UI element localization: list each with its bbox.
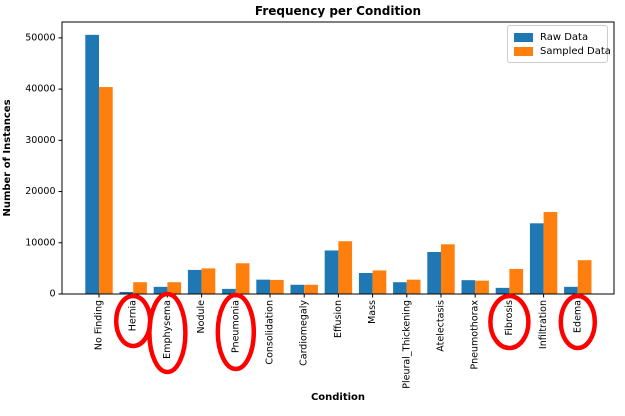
x-tick-label-consolidation: Consolidation (265, 300, 276, 365)
y-tick-label-50000: 50000 (25, 32, 55, 43)
x-tick-label-pleural-thickening: Pleural_Thickening (401, 300, 412, 389)
legend-swatch-raw-data (514, 32, 533, 42)
bar-raw-data-no-finding (85, 34, 99, 294)
bar-raw-data-edema (564, 286, 578, 294)
bar-raw-data-cardiomegaly (290, 284, 305, 294)
legend-swatch-sampled-data (514, 46, 533, 56)
bar-sampled-data-cardiomegaly (304, 284, 318, 294)
x-tick-label-no-finding: No Finding (94, 300, 105, 350)
x-tick-label-atelectasis: Atelectasis (436, 300, 447, 352)
x-tick-label-hernia: Hernia (128, 300, 139, 331)
legend-label-sampled-data: Sampled Data (540, 45, 611, 57)
bar-raw-data-nodule (187, 269, 202, 294)
bar-raw-data-emphysema (153, 286, 168, 294)
bar-raw-data-atelectasis (427, 251, 441, 294)
bar-sampled-data-mass (372, 270, 387, 294)
y-axis-label: Number of Instances (2, 99, 13, 217)
bar-raw-data-pneumonia (222, 288, 236, 294)
y-tick-label-10000: 10000 (25, 237, 55, 248)
bar-raw-data-infiltration (529, 223, 544, 294)
annotation-circle-pneumonia (215, 292, 257, 372)
chart-title: Frequency per Condition (254, 4, 422, 18)
x-tick-label-infiltration: Infiltration (538, 300, 549, 349)
y-tick-label-30000: 30000 (25, 135, 55, 146)
bar-sampled-data-consolidation (270, 279, 284, 294)
x-tick-label-emphysema: Emphysema (162, 300, 173, 359)
bar-sampled-data-edema (577, 260, 592, 294)
legend-item-sampled-data: Sampled Data (514, 44, 611, 58)
legend-item-raw-data: Raw Data (514, 30, 601, 44)
annotation-circle-edema (558, 293, 598, 351)
bar-sampled-data-no-finding (99, 87, 113, 294)
x-tick-label-cardiomegaly: Cardiomegaly (299, 300, 310, 366)
x-tick-label-pneumonia: Pneumonia (230, 300, 241, 353)
x-tick-label-fibrosis: Fibrosis (504, 300, 515, 336)
bar-sampled-data-pneumonia (235, 263, 250, 294)
annotation-circle-fibrosis (488, 293, 531, 351)
x-axis-label: Condition (310, 392, 366, 403)
legend-label-raw-data: Raw Data (540, 31, 589, 43)
bar-sampled-data-nodule (201, 268, 216, 294)
annotation-circle-emphysema (147, 291, 188, 375)
bar-raw-data-pneumothorax (461, 280, 476, 294)
bar-sampled-data-pleural-thickening (406, 279, 421, 294)
bar-raw-data-hernia (119, 291, 134, 294)
bar-sampled-data-pneumothorax (475, 280, 489, 294)
bar-sampled-data-fibrosis (509, 268, 524, 294)
bar-raw-data-consolidation (256, 279, 270, 294)
legend: Raw Data Sampled Data (507, 25, 611, 63)
bar-sampled-data-atelectasis (441, 244, 455, 294)
x-tick-label-pneumothorax: Pneumothorax (470, 300, 481, 370)
x-tick-label-effusion: Effusion (333, 300, 344, 338)
y-tick-label-20000: 20000 (25, 186, 55, 197)
bar-sampled-data-effusion (338, 241, 353, 294)
bar-raw-data-effusion (324, 250, 339, 294)
bar-sampled-data-hernia (133, 282, 147, 294)
bar-raw-data-mass (358, 272, 373, 294)
x-tick-label-edema: Edema (572, 300, 583, 333)
y-tick-label-40000: 40000 (25, 84, 55, 95)
bar-raw-data-pleural-thickening (393, 282, 407, 294)
bar-raw-data-fibrosis (495, 287, 510, 294)
x-tick-label-nodule: Nodule (196, 300, 207, 334)
y-tick-label-0: 0 (49, 289, 55, 300)
bar-sampled-data-infiltration (543, 212, 558, 294)
x-tick-label-mass: Mass (367, 300, 378, 324)
bar-sampled-data-emphysema (167, 282, 182, 294)
